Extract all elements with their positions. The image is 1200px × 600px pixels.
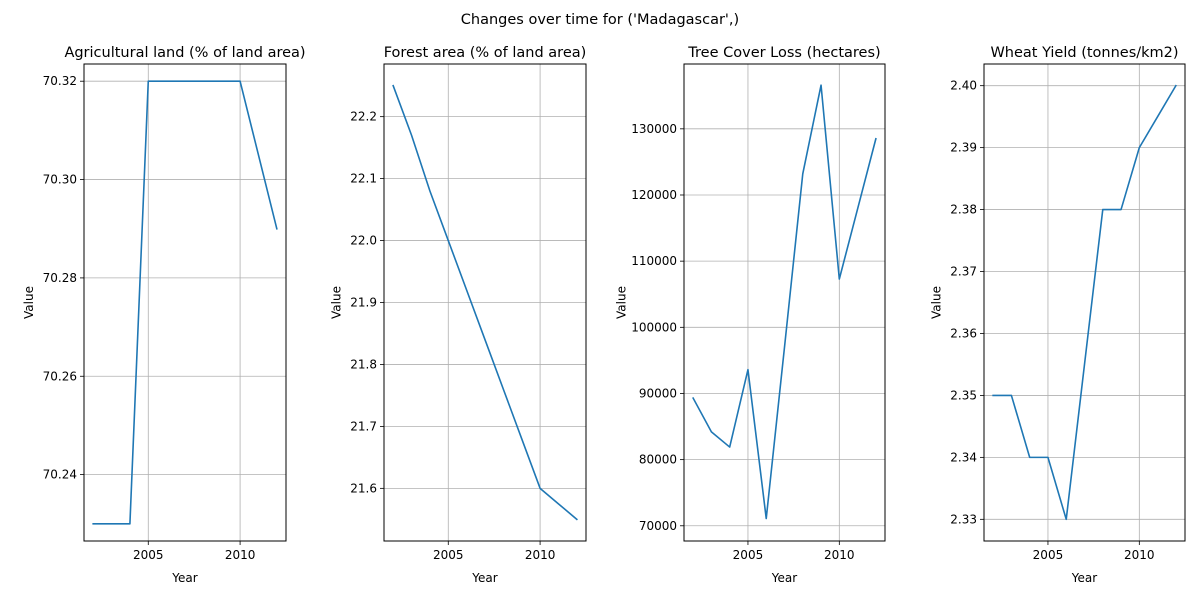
subplot-1-ytick-label: 70.26 — [43, 369, 77, 383]
subplot-1-ylabel: Value — [22, 286, 36, 319]
subplot-4-ytick-label: 2.38 — [950, 203, 977, 217]
subplot-2-ylabel: Value — [329, 286, 343, 319]
subplot-4-ytick-label: 2.39 — [950, 141, 977, 155]
subplot-3-xtick-label: 2005 — [733, 548, 764, 562]
subplot-1-xlabel: Year — [171, 571, 197, 585]
subplot-3-ylabel: Value — [615, 286, 629, 319]
subplot-2-xlabel: Year — [471, 571, 497, 585]
subplot-2-ytick-label: 21.8 — [350, 357, 377, 371]
subplot-1-ytick-label: 70.32 — [43, 74, 77, 88]
subplot-2-xtick-label: 2010 — [525, 548, 556, 562]
subplot-2-ytick-label: 21.9 — [350, 296, 377, 310]
subplot-3-xlabel: Year — [771, 571, 797, 585]
subplot-4-ytick-label: 2.35 — [950, 388, 977, 402]
subplot-3: 2005 2010 70000 80000 90000 100000 110000 12000… — [615, 45, 886, 585]
subplot-3-ytick-label: 100000 — [631, 320, 677, 334]
subplot-1-grid — [84, 64, 286, 541]
subplot-4-title: Wheat Yield (tonnes/km2) — [990, 45, 1178, 61]
subplot-2-ytick-label: 21.7 — [350, 419, 377, 433]
subplot-1-ytick-label: 70.30 — [43, 173, 77, 187]
subplot-3-frame — [683, 63, 886, 542]
subplot-3-ytick-label: 90000 — [639, 386, 677, 400]
subplot-3-ytick-label: 110000 — [631, 254, 677, 268]
subplot-4-xtick-label: 2005 — [1033, 548, 1064, 562]
subplot-1-ytick-label: 70.24 — [43, 468, 77, 482]
subplot-3-xtick-label: 2010 — [824, 548, 855, 562]
subplot-3-ytick-label: 80000 — [639, 453, 677, 467]
subplot-2-grid — [384, 64, 586, 541]
subplot-2-title: Forest area (% of land area) — [384, 45, 587, 61]
subplot-4-ytick-label: 2.40 — [950, 79, 977, 93]
subplot-2-series-line — [392, 84, 578, 521]
subplot-4-grid — [984, 64, 1185, 541]
subplot-1-xtick-label: 2005 — [133, 548, 164, 562]
subplot-4: 2005 2010 2.33 2.34 2.35 2.36 2.37 2.38 2.39 2.40… — [929, 45, 1186, 585]
subplot-4-ytick-label: 2.36 — [950, 326, 977, 340]
subplot-4-series-line — [992, 84, 1177, 521]
subplot-1-ytick-label: 70.28 — [43, 271, 77, 285]
subplot-1-frame — [83, 63, 287, 542]
subplot-4-frame — [983, 63, 1186, 542]
subplot-3-ytick-label: 130000 — [631, 122, 677, 136]
subplot-4-ytick-label: 2.34 — [950, 450, 977, 464]
subplot-1-xtick-label: 2010 — [225, 548, 256, 562]
subplot-1: 2005 2010 70.24 70.26 70.28 70.30 70.32 Agricul… — [22, 45, 306, 585]
subplot-3-ytick-label: 70000 — [639, 519, 677, 533]
subplot-3-series-line — [692, 84, 877, 520]
subplot-4-ytick-label: 2.33 — [950, 512, 977, 526]
subplot-3-ytick-label: 120000 — [631, 188, 677, 202]
subplot-2-ytick-label: 22.0 — [350, 234, 377, 248]
subplot-2-xtick-label: 2005 — [433, 548, 464, 562]
figure-suptitle: Changes over time for ('Madagascar',) — [461, 12, 739, 28]
subplot-4-ylabel: Value — [929, 286, 943, 319]
subplot-4-xtick-label: 2010 — [1124, 548, 1155, 562]
subplot-3-grid — [684, 64, 885, 541]
subplot-3-title: Tree Cover Loss (hectares) — [687, 45, 880, 61]
subplot-4-ytick-label: 2.37 — [950, 265, 977, 279]
subplot-1-series-line — [92, 80, 278, 525]
subplot-4-xlabel: Year — [1071, 571, 1097, 585]
subplot-2-ytick-label: 21.6 — [350, 481, 377, 495]
subplot-1-title: Agricultural land (% of land area) — [64, 45, 305, 61]
subplot-2: 2005 2010 21.6 21.7 21.8 21.9 22.0 22.1 22.2 Fore… — [329, 45, 587, 585]
subplot-2-ytick-label: 22.2 — [350, 110, 377, 124]
subplot-2-ytick-label: 22.1 — [350, 172, 377, 186]
